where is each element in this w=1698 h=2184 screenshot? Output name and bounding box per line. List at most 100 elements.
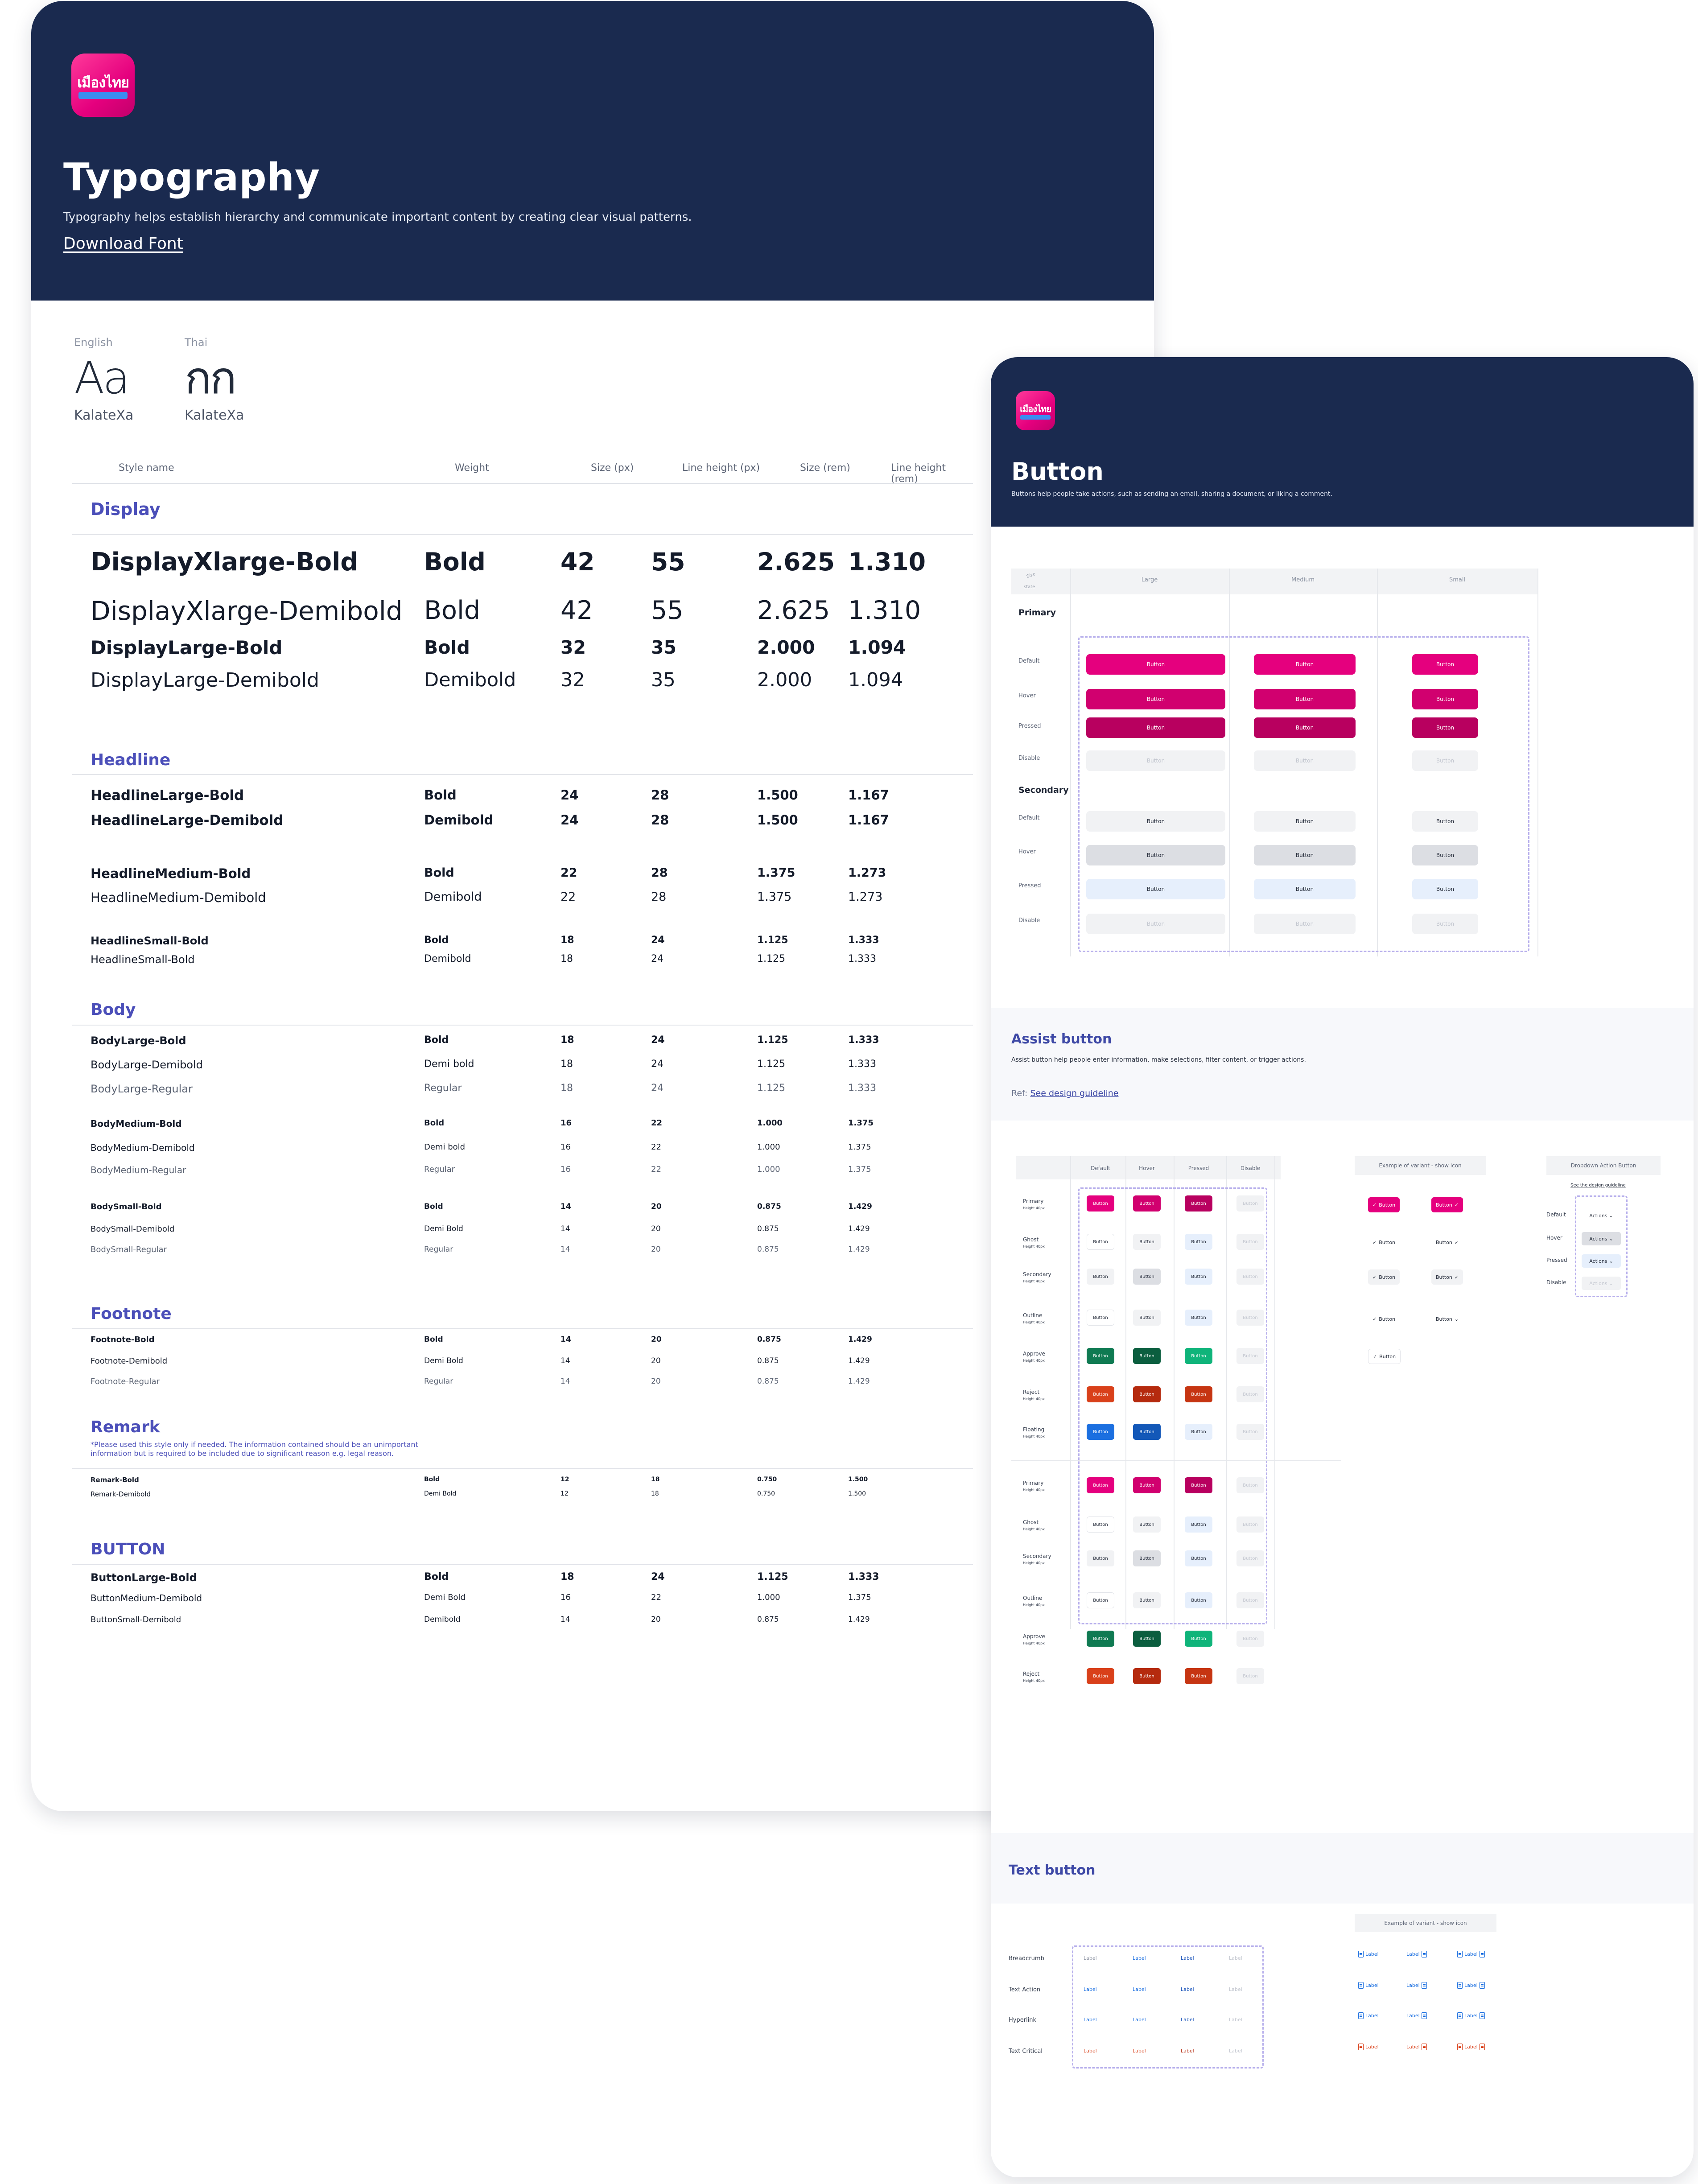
text-button[interactable]: Label [1084, 1986, 1097, 1992]
sample-button[interactable]: Button [1236, 1477, 1264, 1493]
sample-button[interactable]: Button [1185, 1310, 1212, 1326]
text-button-with-icon[interactable]: Label [1406, 2044, 1427, 2050]
sample-button[interactable]: Button [1412, 689, 1478, 709]
text-button[interactable]: Label [1133, 1986, 1146, 1992]
sample-button[interactable]: Button [1133, 1348, 1161, 1364]
text-button-with-icon[interactable]: Label [1406, 1951, 1427, 1957]
text-button-with-icon[interactable]: Label [1457, 2044, 1485, 2050]
sample-button[interactable]: Button [1185, 1477, 1212, 1493]
icon-example-button[interactable]: Button ✓ [1431, 1269, 1463, 1285]
text-button-with-icon[interactable]: Label [1358, 2044, 1379, 2050]
text-button-with-icon[interactable]: Label [1457, 1951, 1485, 1957]
sample-button[interactable]: Button [1185, 1550, 1212, 1566]
sample-button[interactable]: Button [1086, 654, 1225, 675]
text-button-with-icon[interactable]: Label [1406, 2012, 1427, 2019]
sample-button[interactable]: Button [1236, 1550, 1264, 1566]
sample-button[interactable]: Button [1254, 879, 1356, 899]
sample-button[interactable]: Button [1086, 811, 1225, 832]
icon-example-button[interactable]: ✓ Button [1368, 1235, 1400, 1250]
text-button[interactable]: Label [1084, 2017, 1097, 2023]
sample-button[interactable]: Button [1086, 689, 1225, 709]
text-button-with-icon[interactable]: Label [1358, 1951, 1379, 1957]
sample-button[interactable]: Button [1236, 1234, 1264, 1250]
icon-example-button[interactable]: Button ✓ [1431, 1197, 1463, 1212]
sample-button[interactable]: Button [1236, 1269, 1264, 1285]
sample-button[interactable]: Button [1185, 1631, 1212, 1647]
sample-button[interactable]: Button [1254, 717, 1356, 738]
sample-button[interactable]: Button [1133, 1477, 1161, 1493]
download-font-link[interactable]: Download Font [63, 235, 183, 253]
text-button[interactable]: Label [1229, 2048, 1242, 2054]
sample-button[interactable]: Button [1254, 689, 1356, 709]
sample-button[interactable]: Button [1133, 1550, 1161, 1566]
text-button-with-icon[interactable]: Label [1358, 1982, 1379, 1989]
sample-button[interactable]: Button [1087, 1668, 1114, 1684]
sample-button[interactable]: Button [1133, 1668, 1161, 1684]
sample-button[interactable]: Button [1185, 1234, 1212, 1250]
sample-button[interactable]: Button [1254, 811, 1356, 832]
sample-button[interactable]: Button [1185, 1424, 1212, 1440]
sample-button[interactable]: Button [1236, 1386, 1264, 1402]
sample-button[interactable]: Button [1087, 1592, 1114, 1608]
sample-button[interactable]: Button [1087, 1269, 1114, 1285]
text-button[interactable]: Label [1181, 2017, 1194, 2023]
sample-button[interactable]: Button [1133, 1310, 1161, 1326]
sample-button[interactable]: Button [1254, 845, 1356, 865]
text-button[interactable]: Label [1181, 1955, 1194, 1961]
text-button[interactable]: Label [1133, 1955, 1146, 1961]
sample-button[interactable]: Button [1087, 1550, 1114, 1566]
text-button[interactable]: Label [1229, 1955, 1242, 1961]
sample-button[interactable]: Button [1412, 750, 1478, 771]
sample-button[interactable]: Button [1133, 1234, 1161, 1250]
sample-button[interactable]: Button [1133, 1516, 1161, 1533]
text-button[interactable]: Label [1229, 2017, 1242, 2023]
sample-button[interactable]: Button [1236, 1348, 1264, 1364]
sample-button[interactable]: Button [1087, 1631, 1114, 1647]
sample-button[interactable]: Button [1185, 1348, 1212, 1364]
text-button-with-icon[interactable]: Label [1358, 2012, 1379, 2019]
sample-button[interactable]: Button [1236, 1592, 1264, 1608]
dropdown-action-button[interactable]: Actions ⌄ [1582, 1277, 1621, 1290]
sample-button[interactable]: Button [1412, 654, 1478, 675]
sample-button[interactable]: Button [1133, 1592, 1161, 1608]
sample-button[interactable]: Button [1412, 845, 1478, 865]
sample-button[interactable]: Button [1087, 1348, 1114, 1364]
sample-button[interactable]: Button [1086, 717, 1225, 738]
text-button-with-icon[interactable]: Label [1457, 1982, 1485, 1989]
dropdown-guideline-link[interactable]: See the design guideline [1570, 1183, 1626, 1188]
text-button[interactable]: Label [1133, 2048, 1146, 2054]
sample-button[interactable]: Button [1185, 1668, 1212, 1684]
icon-example-button[interactable]: ✓ Button [1368, 1349, 1401, 1364]
dropdown-action-button[interactable]: Actions ⌄ [1582, 1232, 1621, 1245]
icon-example-button[interactable]: ✓ Button [1368, 1269, 1400, 1285]
sample-button[interactable]: Button [1086, 879, 1225, 899]
text-button[interactable]: Label [1133, 2017, 1146, 2023]
sample-button[interactable]: Button [1185, 1195, 1212, 1212]
sample-button[interactable]: Button [1185, 1269, 1212, 1285]
sample-button[interactable]: Button [1133, 1631, 1161, 1647]
sample-button[interactable]: Button [1086, 750, 1225, 771]
sample-button[interactable]: Button [1236, 1631, 1264, 1647]
text-button-with-icon[interactable]: Label [1406, 1982, 1427, 1989]
sample-button[interactable]: Button [1087, 1234, 1114, 1250]
text-button[interactable]: Label [1181, 1986, 1194, 1992]
sample-button[interactable]: Button [1412, 811, 1478, 832]
dropdown-action-button[interactable]: Actions ⌄ [1582, 1254, 1621, 1268]
dropdown-action-button[interactable]: Actions ⌄ [1582, 1209, 1621, 1222]
sample-button[interactable]: Button [1236, 1668, 1264, 1684]
design-guideline-link[interactable]: See design guideline [1030, 1088, 1119, 1098]
sample-button[interactable]: Button [1236, 1310, 1264, 1326]
sample-button[interactable]: Button [1087, 1386, 1114, 1402]
sample-button[interactable]: Button [1133, 1424, 1161, 1440]
sample-button[interactable]: Button [1087, 1424, 1114, 1440]
sample-button[interactable]: Button [1254, 914, 1356, 934]
sample-button[interactable]: Button [1133, 1269, 1161, 1285]
sample-button[interactable]: Button [1254, 654, 1356, 675]
sample-button[interactable]: Button [1133, 1386, 1161, 1402]
sample-button[interactable]: Button [1412, 914, 1478, 934]
sample-button[interactable]: Button [1185, 1386, 1212, 1402]
sample-button[interactable]: Button [1087, 1310, 1114, 1326]
sample-button[interactable]: Button [1087, 1516, 1114, 1533]
icon-example-button[interactable]: ✓ Button [1368, 1197, 1400, 1212]
text-button-with-icon[interactable]: Label [1457, 2012, 1485, 2019]
